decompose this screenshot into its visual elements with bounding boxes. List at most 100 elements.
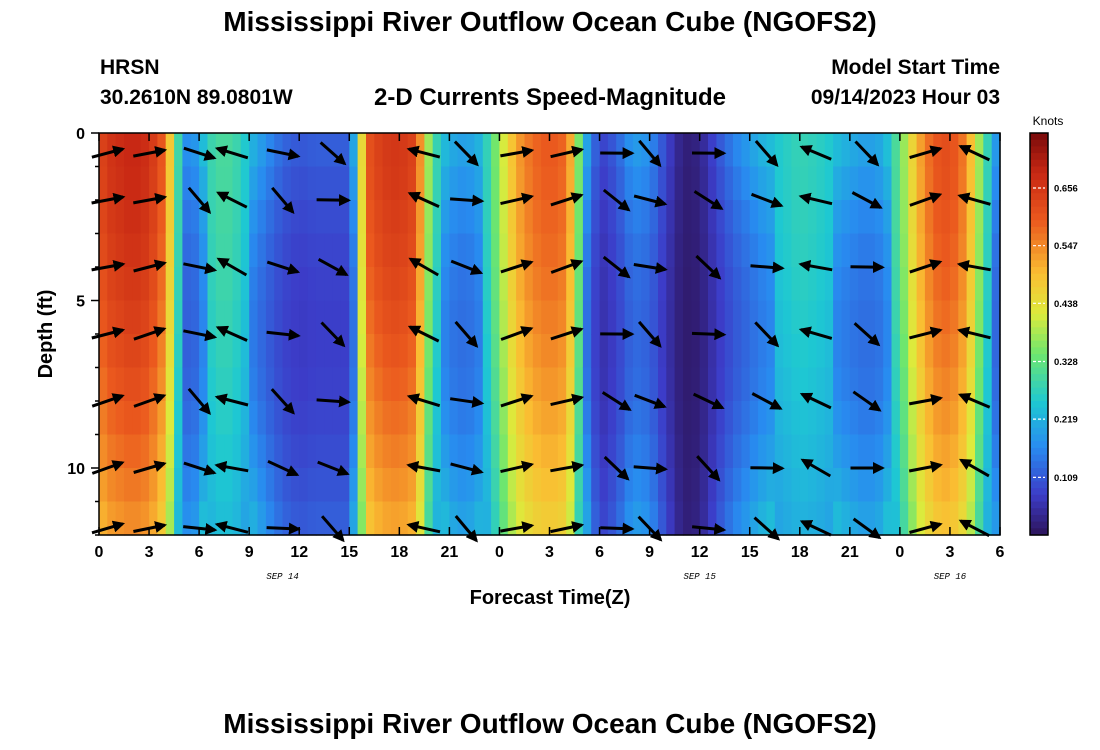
- heatmap-cell: [324, 434, 334, 469]
- heatmap-cell: [599, 367, 609, 402]
- heatmap-cell: [340, 468, 350, 503]
- current-vector-arrow: [266, 148, 301, 161]
- model-start-value: 09/14/2023 Hour 03: [810, 86, 1000, 109]
- colorbar-swatch: [1030, 253, 1048, 261]
- heatmap-cell: [649, 300, 659, 335]
- heatmap-cell: [766, 501, 776, 536]
- colorbar-swatch: [1030, 441, 1048, 449]
- heatmap-cell: [674, 334, 684, 369]
- heatmap-cell: [407, 468, 417, 503]
- heatmap-cell: [841, 267, 851, 302]
- heatmap-cell: [924, 300, 934, 335]
- heatmap-cell: [933, 233, 943, 268]
- current-vector-arrow: [909, 145, 943, 160]
- heatmap-cell: [391, 334, 400, 369]
- colorbar-frame: [1029, 132, 1049, 536]
- heatmap-cell: [991, 300, 1001, 335]
- heatmap-cell: [866, 233, 876, 268]
- heatmap-cell: [374, 200, 384, 235]
- heatmap-cell: [683, 401, 692, 436]
- heatmap-cell: [532, 468, 542, 503]
- heatmap-cell: [966, 267, 976, 302]
- heatmap-cell: [424, 367, 434, 402]
- heatmap-cell: [683, 233, 692, 268]
- heatmap-cell: [783, 334, 792, 369]
- heatmap-cell: [466, 501, 475, 536]
- heatmap-cell: [516, 334, 525, 369]
- heatmap-cell: [399, 200, 409, 235]
- heatmap-cell: [641, 434, 651, 469]
- heatmap-cell: [457, 434, 467, 469]
- heatmap-cell: [332, 233, 342, 268]
- current-vector-arrow: [603, 455, 630, 481]
- heatmap-cell: [149, 501, 158, 536]
- heatmap-cell: [140, 434, 150, 469]
- heatmap-cell: [416, 367, 425, 402]
- heatmap-cell: [491, 300, 500, 335]
- heatmap-cell: [482, 401, 492, 436]
- current-vector-arrow: [909, 259, 943, 274]
- heatmap-cell: [966, 367, 976, 402]
- heatmap-cell: [357, 501, 367, 536]
- heatmap-cell: [724, 501, 734, 536]
- heatmap-cell: [190, 200, 200, 235]
- heatmap-cell: [307, 434, 317, 469]
- heatmap-cell: [124, 434, 133, 469]
- heatmap-cell: [374, 367, 384, 402]
- heatmap-cell: [616, 468, 626, 503]
- heatmap-cell: [924, 200, 934, 235]
- heatmap-cell: [215, 166, 225, 201]
- heatmap-cell: [340, 501, 350, 536]
- heatmap-cell: [607, 300, 617, 335]
- heatmap-cell: [282, 434, 292, 469]
- heatmap-cell: [808, 334, 817, 369]
- heatmap-cell: [716, 334, 726, 369]
- heatmap-cell: [557, 233, 567, 268]
- heatmap-cell: [658, 166, 667, 201]
- heatmap-cell: [491, 200, 500, 235]
- heatmap-cell: [991, 133, 1001, 168]
- heatmap-cell: [874, 233, 884, 268]
- heatmap-cell: [107, 300, 117, 335]
- heatmap-cell: [424, 434, 434, 469]
- heatmap-cell: [482, 468, 492, 503]
- heatmap-cell: [708, 267, 717, 302]
- heatmap-cell: [549, 200, 559, 235]
- heatmap-cell: [699, 200, 709, 235]
- heatmap-cell: [366, 367, 375, 402]
- heatmap-cell: [516, 300, 525, 335]
- heatmap-cell: [674, 300, 684, 335]
- current-vector-arrow: [750, 261, 785, 274]
- heatmap-cell: [407, 233, 417, 268]
- x-tick-label: 18: [791, 544, 809, 561]
- heatmap-cell: [991, 267, 1001, 302]
- heatmap-cell: [691, 300, 701, 335]
- heatmap-cell: [716, 401, 726, 436]
- heatmap-cell: [841, 401, 851, 436]
- heatmap-cell: [274, 367, 284, 402]
- heatmap-cell: [624, 300, 634, 335]
- heatmap-cell: [307, 334, 317, 369]
- heatmap-cell: [265, 233, 275, 268]
- current-vector-arrow: [500, 146, 535, 158]
- heatmap-cell: [749, 200, 759, 235]
- heatmap-cell: [391, 133, 400, 168]
- heatmap-cell: [874, 434, 884, 469]
- heatmap-cell: [441, 501, 450, 536]
- heatmap-cell: [624, 434, 634, 469]
- current-vector-arrow: [750, 462, 785, 475]
- heatmap-cell: [708, 501, 717, 536]
- heatmap-cell: [115, 468, 125, 503]
- heatmap-cell: [666, 367, 676, 402]
- heatmap-cell: [224, 434, 233, 469]
- heatmap-cell: [916, 267, 926, 302]
- current-vector-arrow: [449, 395, 485, 408]
- heatmap-cell: [190, 166, 200, 201]
- heatmap-cell: [299, 200, 309, 235]
- heatmap-cell: [975, 267, 984, 302]
- heatmap-cell: [624, 166, 634, 201]
- heatmap-cell: [99, 367, 108, 402]
- heatmap-cell: [549, 334, 559, 369]
- heatmap-cell: [824, 133, 834, 168]
- heatmap-cell: [616, 300, 626, 335]
